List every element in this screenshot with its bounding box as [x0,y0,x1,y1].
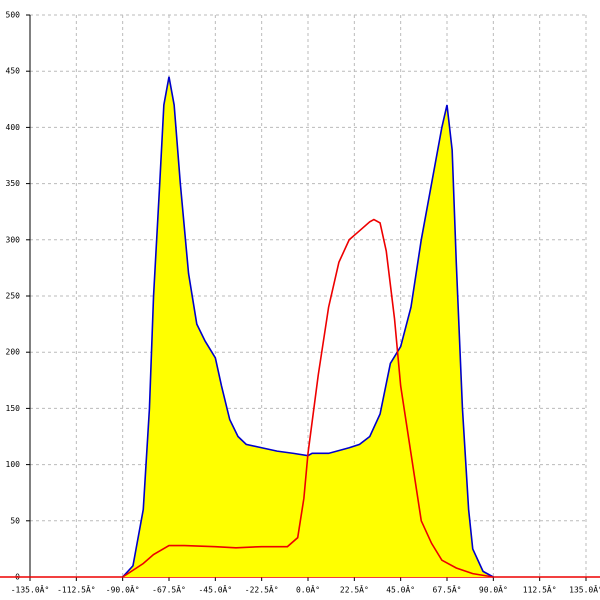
y-tick-label: 250 [6,292,21,301]
x-tick-label: 135.0Â° [569,584,600,595]
x-tick-label: 90.0Â° [479,584,508,595]
y-tick-label: 500 [6,11,21,20]
x-tick-label: -90.0Â° [106,584,140,595]
x-tick-label: 22.5Â° [340,584,369,595]
line [122,218,494,578]
y-tick-label: 350 [6,179,21,188]
x-tick-label: -135.0Â° [11,584,50,595]
x-tick-label: 45.0Â° [386,584,415,595]
area [122,76,494,577]
y-tick-label: 200 [6,348,21,357]
x-tick-label: -22.5Â° [245,584,279,595]
y-tick-label: 50 [10,516,20,525]
x-tick-label: -45.0Â° [198,584,232,595]
y-tick-label: 100 [6,460,21,469]
y-tick-label: 400 [6,123,21,132]
x-tick-label: -67.5Â° [152,584,186,595]
y-tick-label: 300 [6,235,21,244]
x-tick-label: -112.5Â° [57,584,96,595]
x-tick-label: 0.0Â° [296,584,320,595]
y-tick-label: 150 [6,404,21,413]
x-tick-label: 67.5Â° [433,584,462,595]
y-tick-label: 450 [6,67,21,76]
x-tick-label: 112.5Â° [523,584,557,595]
line [122,76,494,578]
